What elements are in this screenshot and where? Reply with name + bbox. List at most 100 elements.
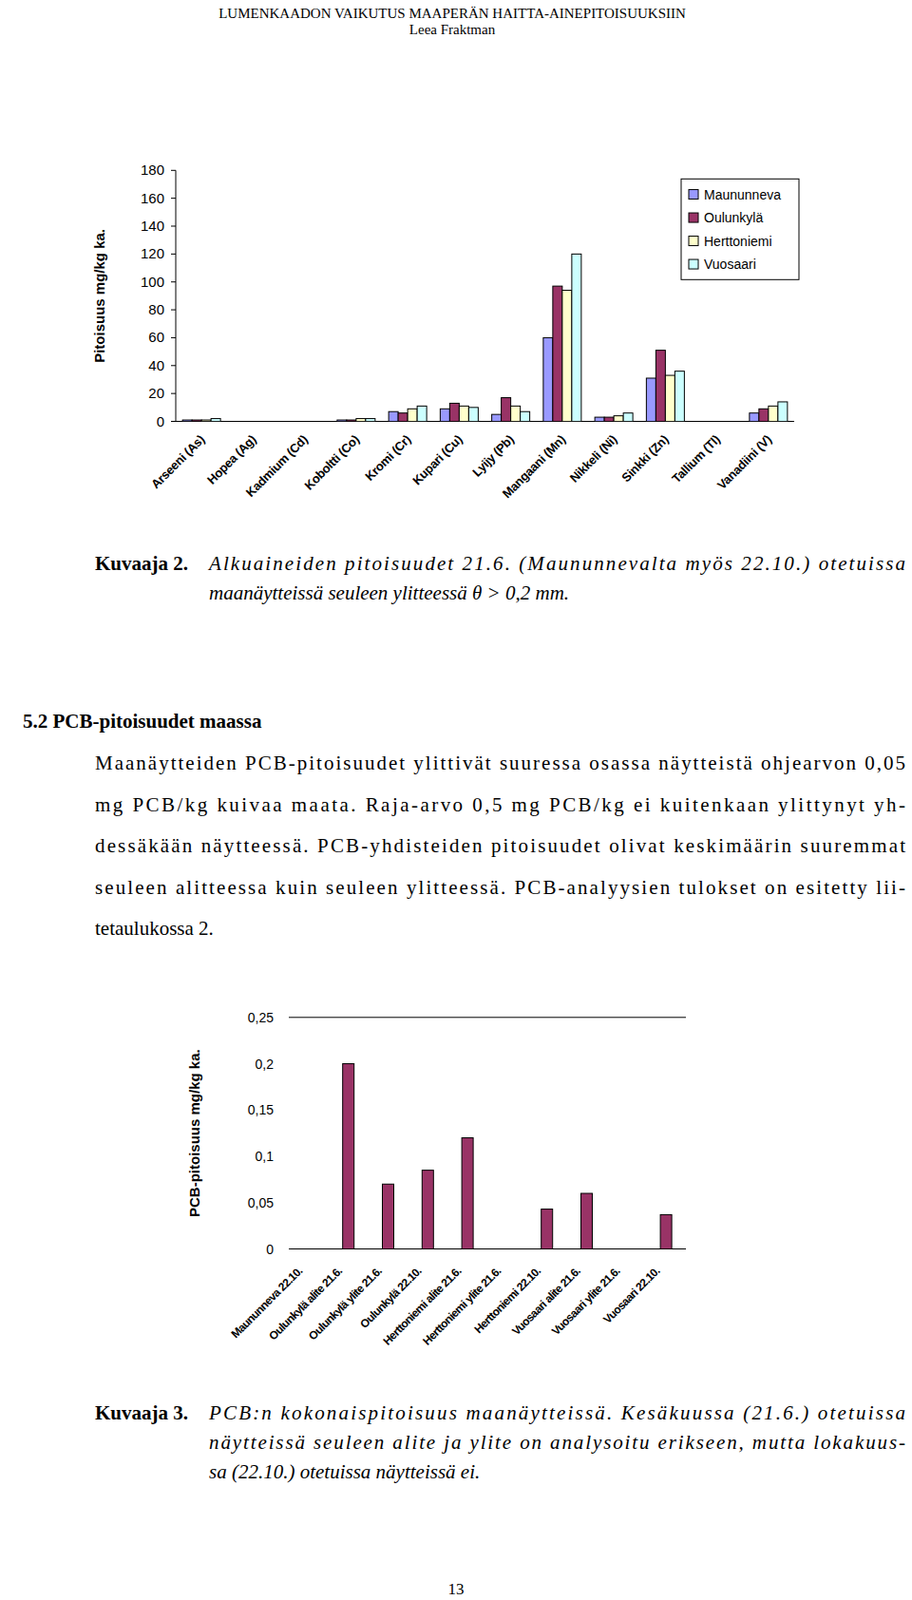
bar [541,1209,553,1250]
category-label: Hopea (Ag) [204,432,260,488]
paragraph-line: tetaulukossa 2. [95,916,214,940]
tick-mark [171,364,176,366]
bar [778,401,788,422]
bar [342,1064,355,1250]
category-label: Kromi (Cr) [361,432,414,484]
bar [346,419,357,421]
bar [604,417,614,421]
bar [295,420,305,422]
x-axis [175,420,795,422]
figure-caption: Kuvaaja 2. Alkuaineiden pitoisuudet 21.6.… [95,551,906,605]
y-axis [175,170,177,421]
paragraph-line: seuleen alitteessa kuin seuleen ylittees… [95,875,906,899]
bar [492,414,502,421]
tick-mark [171,337,176,339]
tick-label: 180 [140,161,165,178]
bar [520,411,531,421]
bar [501,1248,513,1250]
bar [562,290,572,422]
bar [461,1138,474,1250]
page: LUMENKAADON VAIKUTUS MAAPERÄN HAITTA-AIN… [0,0,912,1600]
legend-label: Maununneva [703,187,781,203]
legend-swatch [688,236,699,247]
tick-mark [171,309,176,311]
legend-box [681,178,799,280]
bar [726,420,737,422]
tick-label: 20 [148,384,165,401]
bar [439,408,450,421]
tick-label: 0,1 [255,1148,275,1164]
tick-label: 0,25 [247,1009,274,1026]
legend: MaununnevaOulunkyläHerttoniemiVuosaari [681,178,799,280]
caption-label: Kuvaaja 2. [95,551,189,575]
bar [646,378,656,422]
bar [698,420,708,422]
page-number: 13 [448,1579,465,1598]
legend-swatch [688,190,699,200]
bar [620,1248,632,1250]
bar [233,420,244,422]
tick-label: 120 [140,245,165,262]
bar [407,408,418,421]
category-label: Oulunkylä ylite 21.6. [305,1264,385,1344]
category-label: Kadmium (Cd) [243,432,311,500]
bar [581,1193,593,1249]
paragraph-line: mg PCB/kg kuivaa maata. Raja-arvo 0,5 mg… [95,793,906,817]
bar [191,419,202,421]
y-axis-label: Pitoisuus mg/kg ka. [91,228,108,363]
bar [304,420,315,422]
category-label: Tallium (Tl) [668,432,722,486]
bar [543,337,553,421]
tick-mark [171,170,176,171]
category-label: Vuosaari ylite 21.6. [549,1264,624,1339]
caption-line: PCB:n kokonaispitoisuus maanäytteissä. K… [208,1401,906,1425]
category-label: Maununneva 22.10. [228,1264,306,1342]
bar [749,413,760,422]
bars [342,1064,672,1250]
paragraph-line: Maanäytteiden PCB-pitoisuudet ylittivät … [95,751,906,775]
bar [660,1214,672,1249]
legend-swatch [688,212,699,223]
header-author: Leea Fraktman [409,21,496,38]
bar [511,405,521,421]
caption-line: näytteissä seuleen alite ja ylite on ana… [209,1430,906,1454]
bar [768,405,779,421]
bar [665,375,675,421]
bar [356,418,366,422]
bar [594,417,605,421]
category-label: Sinkki (Zn) [618,432,671,485]
tick-mark [171,281,176,283]
category-label: Koboltti (Co) [302,432,362,493]
bar [262,420,272,422]
tick-mark [171,197,176,199]
caption-line: Alkuaineiden pitoisuudet 21.6. (Maununne… [207,551,906,575]
category-label: Arseeni (As) [148,432,208,492]
bar [707,420,718,422]
caption-line: sa (22.10.) otetuissa näytteissä ei. [209,1460,480,1483]
tick-label: 40 [148,357,165,374]
legend-label: Herttoniemi [703,233,773,249]
bar [388,411,399,421]
bar [623,413,633,422]
legend-label: Vuosaari [703,256,757,272]
category-label: Kupari (Cu) [409,432,465,488]
bar [337,419,347,421]
tick-mark [171,393,176,395]
bar [303,1248,315,1250]
tick-label: 140 [140,217,165,234]
category-label: Vuosaari 22.10. [600,1264,663,1327]
category-label: Vuosaari alite 21.6. [509,1264,584,1339]
plot-top [288,1016,686,1018]
bar [449,402,459,421]
bar [201,419,211,421]
tick-label: 60 [148,328,165,345]
category-label: Nikkeli (Ni) [567,432,621,486]
bar [552,285,563,421]
tick-label: 0 [156,413,165,430]
bar [468,407,478,422]
bar [417,405,427,421]
header-title: LUMENKAADON VAIKUTUS MAAPERÄN HAITTA-AIN… [218,5,686,21]
bar [314,420,324,422]
bar [365,418,376,422]
category-label: Lyijy (Pb) [469,432,517,480]
